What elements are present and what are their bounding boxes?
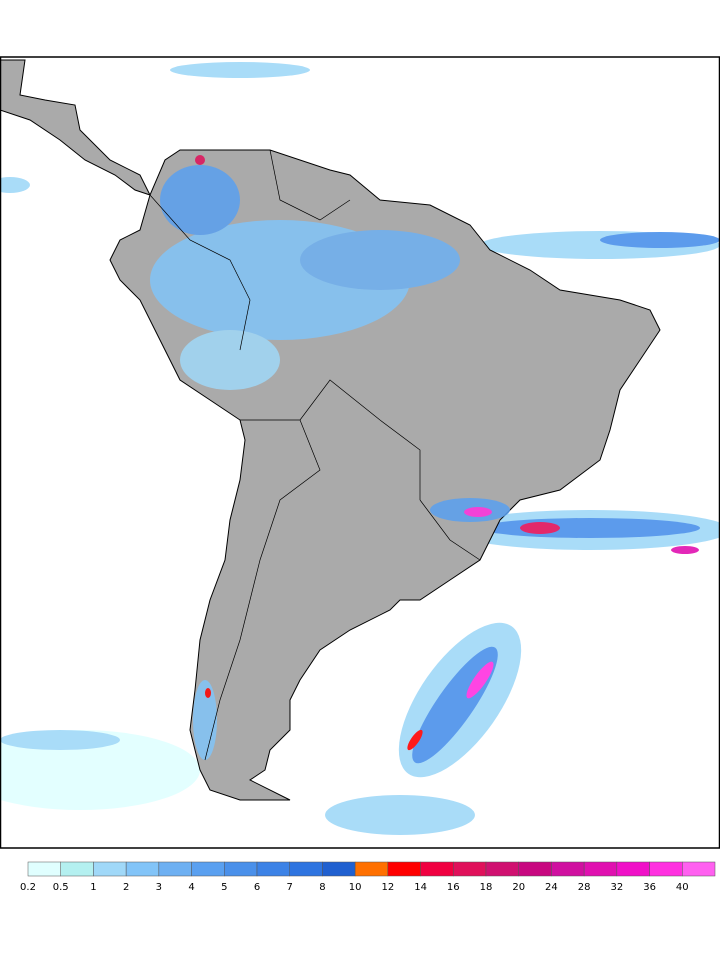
legend-label: 7 [287, 882, 293, 893]
legend-swatch [485, 861, 519, 877]
legend-swatch [387, 861, 421, 877]
legend-swatch [682, 861, 716, 877]
rain-core [466, 661, 494, 699]
legend-swatch [224, 861, 258, 877]
rain-band [480, 518, 700, 538]
legend-swatch [191, 861, 225, 877]
rain-area [180, 330, 280, 390]
rain-core [407, 729, 423, 751]
legend-swatch [93, 861, 127, 877]
legend-label: 36 [643, 882, 656, 893]
legend-swatch [354, 861, 389, 877]
border [419, 499, 481, 561]
legend-swatch [27, 861, 61, 877]
precip-land [150, 155, 510, 760]
legend-label: 14 [414, 882, 427, 893]
rain-band [170, 62, 310, 78]
legend-label: 10 [349, 882, 362, 893]
rain-core [671, 546, 699, 554]
rain-band [600, 232, 720, 248]
legend-label: 12 [381, 882, 394, 893]
legend-label: 0.2 [20, 882, 36, 893]
legend-swatch [649, 861, 683, 877]
central-america [0, 59, 151, 196]
legend-swatch [551, 861, 585, 877]
border [204, 419, 321, 761]
legend-label: 2 [123, 882, 129, 893]
legend-label: 16 [447, 882, 460, 893]
rain-core [195, 155, 205, 165]
legend-swatch [322, 861, 356, 877]
rain-core [205, 688, 211, 698]
rain-area [160, 165, 240, 235]
legend-label: 5 [221, 882, 227, 893]
map-panel [0, 56, 720, 849]
legend-swatch [518, 861, 552, 877]
legend-label: 0.5 [53, 882, 69, 893]
legend-swatch [616, 861, 650, 877]
border [240, 379, 421, 500]
legend-swatch [256, 861, 290, 877]
legend-label: 8 [319, 882, 325, 893]
rain-core [520, 522, 560, 534]
storm-tail [325, 795, 475, 835]
rain-band [0, 730, 200, 810]
legend-swatch [158, 861, 192, 877]
border [269, 149, 351, 221]
legend-swatch [289, 861, 323, 877]
rain-area [300, 230, 460, 290]
color-legend: 0.2 0.5 1 2 3 4 5 6 7 8 10 12 14 16 18 20 24 28 32 36 40 [20, 861, 716, 893]
borders [149, 149, 481, 761]
legend-label: 40 [676, 882, 689, 893]
legend-label: 24 [545, 882, 558, 893]
legend-label: 32 [610, 882, 623, 893]
border [149, 194, 251, 351]
legend-swatch [583, 861, 618, 877]
legend-label: 3 [156, 882, 162, 893]
legend-label: 28 [578, 882, 591, 893]
precip-ocean [0, 62, 720, 835]
legend-swatch [125, 861, 160, 877]
legend-label: 1 [90, 882, 96, 893]
rain-core [464, 507, 492, 517]
legend-label: 18 [480, 882, 493, 893]
legend-label: 4 [188, 882, 194, 893]
legend-label: 6 [254, 882, 260, 893]
legend-swatch [420, 861, 454, 877]
rain-area [193, 680, 217, 760]
legend-swatch [453, 861, 487, 877]
legend-swatch [60, 861, 94, 877]
legend-label: 20 [512, 882, 525, 893]
rain-band [0, 177, 30, 193]
rain-band [0, 730, 120, 750]
